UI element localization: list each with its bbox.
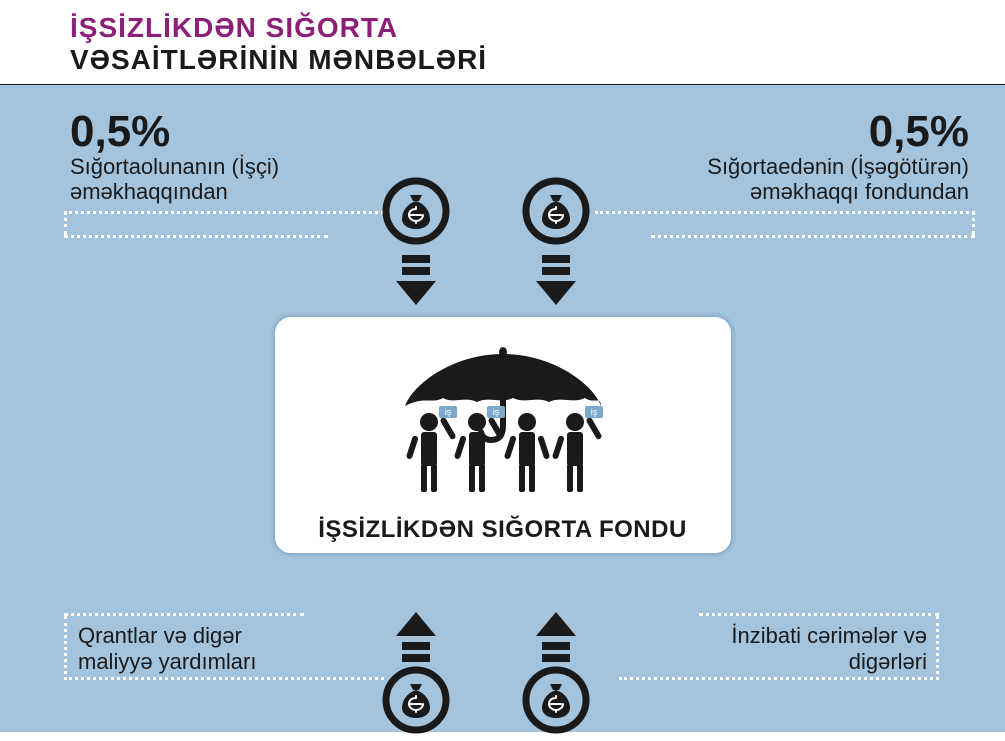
source-top-left: 0,5% Sığortaolunanın (İşçi) əməkhaqqında… (70, 110, 279, 205)
dotted-line (64, 235, 328, 238)
arrow-up-icon (526, 608, 586, 658)
source-bottom-right-line1: İnzibati cərimələr və (731, 623, 927, 648)
dotted-line (64, 211, 384, 214)
source-top-right-line1: Sığortaedənin (İşəgötürən) (707, 154, 969, 179)
money-bag-icon (380, 664, 452, 736)
dotted-line (699, 613, 939, 616)
dotted-line (651, 235, 975, 238)
main-canvas: 0,5% Sığortaolunanın (İşçi) əməkhaqqında… (0, 85, 1005, 732)
dotted-line (595, 211, 975, 214)
arrow-up-icon (386, 608, 446, 658)
svg-text:iş: iş (590, 407, 597, 417)
dotted-line (64, 211, 67, 235)
center-card-title: İŞSİZLİKDƏN SIĞORTA FONDU (318, 516, 687, 544)
page-title-line1: İŞSİZLİKDƏN SIĞORTA (70, 12, 935, 44)
source-bottom-left-line1: Qrantlar və digər (78, 623, 256, 648)
source-top-right-line2: əməkhaqqı fondundan (707, 179, 969, 204)
source-bottom-left-line2: maliyyə yardımları (78, 649, 256, 674)
page-title-line2: VƏSAİTLƏRİNİN MƏNBƏLƏRİ (70, 44, 935, 76)
money-bag-icon (520, 175, 592, 247)
arrow-down-icon (386, 255, 446, 305)
dotted-line (972, 211, 975, 235)
svg-text:iş: iş (444, 407, 451, 417)
source-top-left-line2: əməkhaqqından (70, 179, 279, 204)
source-bottom-right-line2: digərləri (731, 649, 927, 674)
umbrella-people-icon: iş iş (393, 346, 613, 496)
source-top-left-line1: Sığortaolunanın (İşçi) (70, 154, 279, 179)
center-card: iş iş (273, 315, 733, 555)
money-bag-icon (520, 664, 592, 736)
dotted-line (64, 616, 67, 680)
source-top-right: 0,5% Sığortaedənin (İşəgötürən) əməkhaqq… (707, 110, 969, 205)
dotted-line (64, 677, 384, 680)
source-bottom-left: Qrantlar və digər maliyyə yardımları (78, 623, 256, 674)
source-top-right-percent: 0,5% (707, 110, 969, 154)
arrow-down-icon (526, 255, 586, 305)
svg-text:iş: iş (492, 407, 499, 417)
dotted-line (64, 613, 304, 616)
dotted-line (619, 677, 939, 680)
header: İŞSİZLİKDƏN SIĞORTA VƏSAİTLƏRİNİN MƏNBƏL… (0, 0, 1005, 85)
source-bottom-right: İnzibati cərimələr və digərləri (731, 623, 927, 674)
money-bag-icon (380, 175, 452, 247)
dotted-line (936, 616, 939, 680)
source-top-left-percent: 0,5% (70, 110, 279, 154)
